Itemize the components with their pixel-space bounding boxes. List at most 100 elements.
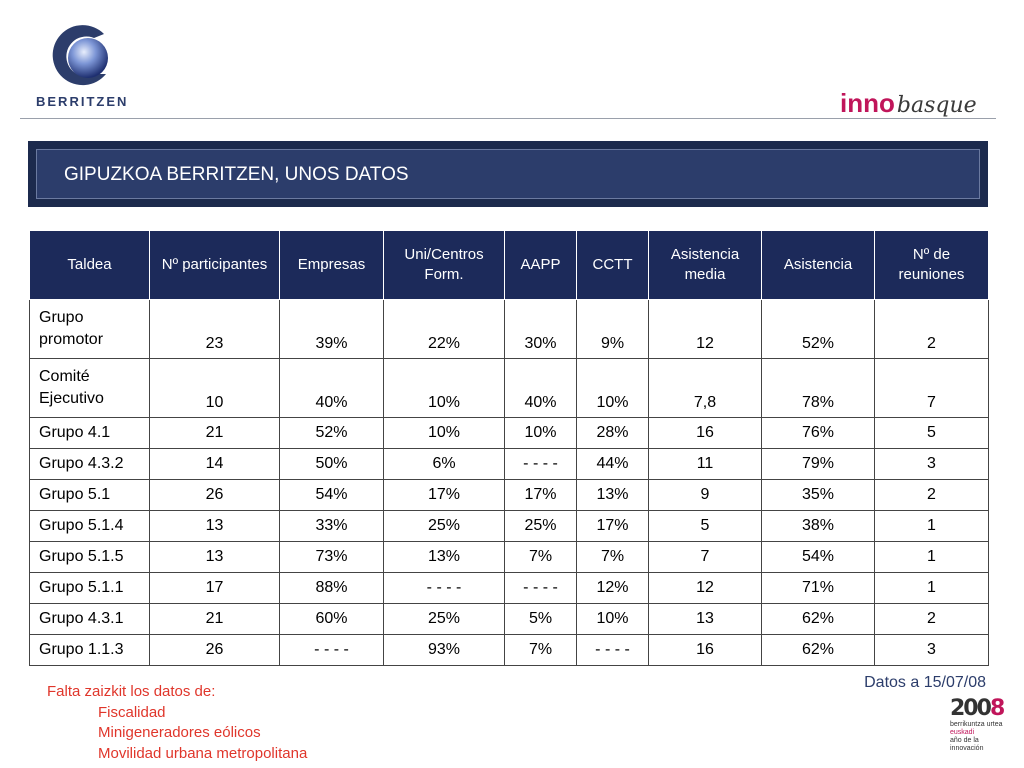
column-header-uni-centros: Uni/Centros Form.	[383, 230, 505, 300]
table-cell: 25%	[504, 510, 577, 542]
table-cell-group: Grupo 4.1	[29, 417, 150, 449]
innovation-year-2008-logo: 2008 berrikuntza urtea euskadi año de la…	[950, 696, 1008, 760]
missing-data-heading: Falta zaizkit los datos de:	[47, 683, 216, 700]
table-cell: 13	[149, 510, 280, 542]
year-2008-caption-line: euskadi	[950, 729, 975, 736]
table-cell: 52%	[761, 299, 875, 359]
table-cell: 13%	[383, 541, 505, 573]
column-header-taldea: Taldea	[29, 230, 150, 300]
year-2008-eight: 8	[989, 696, 1005, 721]
table-cell: 93%	[383, 634, 505, 666]
table-cell: 12	[648, 299, 762, 359]
table-cell: 21	[149, 603, 280, 635]
table-cell: 5	[648, 510, 762, 542]
table-cell: 13	[149, 541, 280, 573]
column-header-participantes: Nº participantes	[149, 230, 280, 300]
table-cell: 3	[874, 448, 989, 480]
missing-data-note: Falta zaizkit los datos de: Fiscalidad M…	[47, 682, 307, 764]
table-cell: 7%	[504, 634, 577, 666]
table-cell: 25%	[383, 510, 505, 542]
table-cell: 73%	[279, 541, 384, 573]
missing-data-item: Movilidad urbana metropolitana	[98, 744, 308, 762]
berritzen-logo: BERRITZEN	[36, 22, 126, 112]
table-cell: 7%	[504, 541, 577, 573]
column-header-asistencia: Asistencia	[761, 230, 875, 300]
table-cell: 1	[874, 541, 989, 573]
table-cell: 10%	[383, 358, 505, 418]
table-cell: 88%	[279, 572, 384, 604]
table-cell: 7,8	[648, 358, 762, 418]
table-cell: 10	[149, 358, 280, 418]
table-cell: 17	[149, 572, 280, 604]
groups-data-table: Taldea Nº participantes Empresas Uni/Cen…	[29, 230, 989, 666]
table-cell: 1	[874, 510, 989, 542]
table-cell: 17%	[576, 510, 649, 542]
table-cell: 78%	[761, 358, 875, 418]
table-cell: 5%	[504, 603, 577, 635]
table-cell: 26	[149, 634, 280, 666]
table-cell-group: Grupo 1.1.3	[29, 634, 150, 666]
table-cell: 62%	[761, 603, 875, 635]
page-title: GIPUZKOA BERRITZEN, UNOS DATOS	[64, 164, 409, 185]
table-cell: - - - -	[504, 572, 577, 604]
table-row: Grupo 4.3.1 21 60% 25% 5% 10% 13 62% 2	[29, 603, 989, 635]
table-row: Grupo 5.1.1 17 88% - - - - - - - - 12% 1…	[29, 572, 989, 604]
table-cell-group: Grupo 4.3.2	[29, 448, 150, 480]
year-2008-mark: 2008	[950, 696, 1008, 721]
table-cell: - - - -	[279, 634, 384, 666]
table-cell: 10%	[504, 417, 577, 449]
table-row: Comité Ejecutivo 10 40% 10% 40% 10% 7,8 …	[29, 358, 989, 418]
table-cell: 12%	[576, 572, 649, 604]
missing-data-item: Fiscalidad	[98, 703, 166, 721]
table-cell: 10%	[576, 603, 649, 635]
table-cell: 13%	[576, 479, 649, 511]
table-cell-group: Grupo 5.1.1	[29, 572, 150, 604]
table-cell: 9	[648, 479, 762, 511]
table-cell: 1	[874, 572, 989, 604]
table-cell: 13	[648, 603, 762, 635]
berritzen-wordmark: BERRITZEN	[36, 94, 129, 109]
column-header-aapp: AAPP	[504, 230, 577, 300]
table-cell: 7	[648, 541, 762, 573]
title-banner: GIPUZKOA BERRITZEN, UNOS DATOS	[28, 141, 988, 207]
table-cell: 16	[648, 634, 762, 666]
table-cell: 7	[874, 358, 989, 418]
table-row: Grupo promotor 23 39% 22% 30% 9% 12 52% …	[29, 299, 989, 359]
innobasque-basque-text: basque	[896, 93, 977, 118]
table-cell-group: Grupo 5.1.5	[29, 541, 150, 573]
table-cell: 21	[149, 417, 280, 449]
column-header-asistencia-media: Asistencia media	[648, 230, 762, 300]
table-cell: 7%	[576, 541, 649, 573]
table-cell: 60%	[279, 603, 384, 635]
table-cell: - - - -	[383, 572, 505, 604]
table-cell: 33%	[279, 510, 384, 542]
data-date-note: Datos a 15/07/08	[864, 674, 986, 691]
header-divider	[20, 118, 996, 119]
table-cell: 25%	[383, 603, 505, 635]
table-cell: 11	[648, 448, 762, 480]
table-cell: 10%	[383, 417, 505, 449]
title-banner-inner: GIPUZKOA BERRITZEN, UNOS DATOS	[36, 149, 980, 199]
table-cell: 54%	[279, 479, 384, 511]
table-cell-group: Grupo 5.1	[29, 479, 150, 511]
table-cell: 50%	[279, 448, 384, 480]
table-cell: 6%	[383, 448, 505, 480]
table-cell: 62%	[761, 634, 875, 666]
table-cell: 17%	[504, 479, 577, 511]
table-cell: 54%	[761, 541, 875, 573]
table-cell: - - - -	[576, 634, 649, 666]
innobasque-inno-text: inno	[840, 88, 895, 118]
table-cell: 14	[149, 448, 280, 480]
table-cell: 44%	[576, 448, 649, 480]
table-cell: 76%	[761, 417, 875, 449]
table-cell-group: Comité Ejecutivo	[29, 358, 150, 418]
table-cell: 23	[149, 299, 280, 359]
table-cell: 5	[874, 417, 989, 449]
year-2008-caption-line: berrikuntza urtea	[950, 721, 1003, 728]
year-2008-digits: 200	[950, 696, 992, 721]
table-cell: 22%	[383, 299, 505, 359]
table-row: Grupo 4.1 21 52% 10% 10% 28% 16 76% 5	[29, 417, 989, 449]
table-row: Grupo 5.1.4 13 33% 25% 25% 17% 5 38% 1	[29, 510, 989, 542]
table-cell: 2	[874, 603, 989, 635]
column-header-empresas: Empresas	[279, 230, 384, 300]
